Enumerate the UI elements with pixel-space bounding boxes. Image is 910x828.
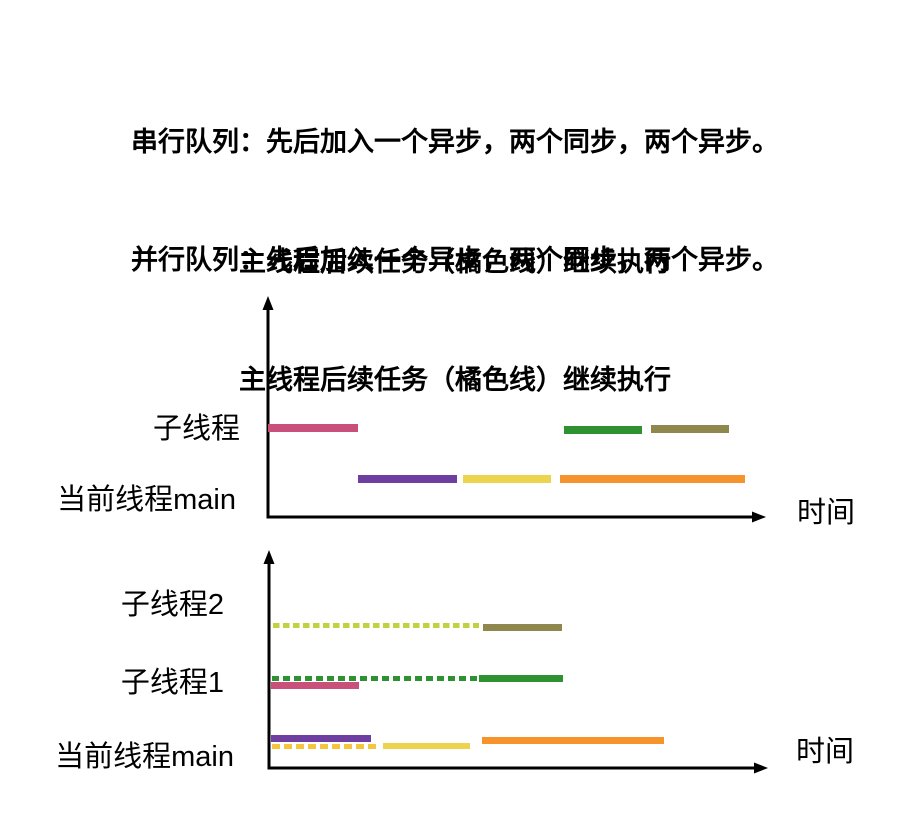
serial-queue-x-axis-arrowhead-icon bbox=[752, 511, 766, 523]
serial-time-label: 时间 bbox=[797, 497, 856, 529]
concurrent-queue-title-line1: 并行队列：先后加入一个异步，两个同步，两个异步。 bbox=[131, 245, 779, 275]
concurrent-queue-y-axis-arrowhead-icon bbox=[263, 550, 275, 564]
concurrent-async2-green-bar bbox=[479, 674, 563, 682]
concurrent-async3-wait-chartreuse-dashes bbox=[273, 622, 479, 628]
serial-async3-olive-bar bbox=[651, 425, 729, 433]
serial-queue-title: 串行队列：先后加入一个异步，两个同步，两个异步。 主线程后续任务（橘色线）继续执… bbox=[0, 42, 910, 362]
concurrent-sync2-wait-goldenrod-dashes bbox=[272, 743, 378, 749]
concurrent-row-label-main-thread: 当前线程main bbox=[55, 741, 234, 773]
concurrent-row-label-child-thread-1: 子线程1 bbox=[120, 667, 224, 699]
serial-queue-title-line1: 串行队列：先后加入一个异步，两个同步，两个异步。 bbox=[131, 127, 779, 157]
concurrent-sync2-yellow-bar bbox=[383, 743, 470, 749]
serial-sync2-yellow-bar bbox=[463, 475, 551, 483]
concurrent-async2-wait-green-dashes bbox=[272, 675, 478, 681]
serial-async1-pink-bar bbox=[268, 424, 358, 432]
concurrent-main-continue-orange-bar bbox=[482, 736, 664, 744]
concurrent-queue-title-line2: 主线程后续任务（橘色线）继续执行 bbox=[239, 365, 671, 395]
serial-queue-title-line2: 主线程后续任务（橘色线）继续执行 bbox=[239, 247, 671, 277]
concurrent-sync1-purple-bar bbox=[271, 734, 371, 742]
serial-async2-green-bar bbox=[564, 426, 642, 434]
concurrent-async1-pink-bar bbox=[271, 681, 359, 689]
concurrent-queue-title: 并行队列：先后加入一个异步，两个同步，两个异步。 主线程后续任务（橘色线）继续执… bbox=[0, 160, 910, 480]
concurrent-time-label: 时间 bbox=[796, 736, 855, 768]
serial-row-label-child-thread: 子线程 bbox=[152, 413, 240, 445]
concurrent-row-label-child-thread-2: 子线程2 bbox=[120, 589, 224, 621]
serial-sync1-purple-bar bbox=[358, 475, 457, 483]
serial-row-label-main-thread: 当前线程main bbox=[57, 484, 236, 516]
concurrent-queue-x-axis-arrowhead-icon bbox=[754, 762, 768, 774]
serial-main-continue-orange-bar bbox=[560, 475, 745, 483]
concurrent-async3-olive-bar bbox=[483, 623, 562, 631]
